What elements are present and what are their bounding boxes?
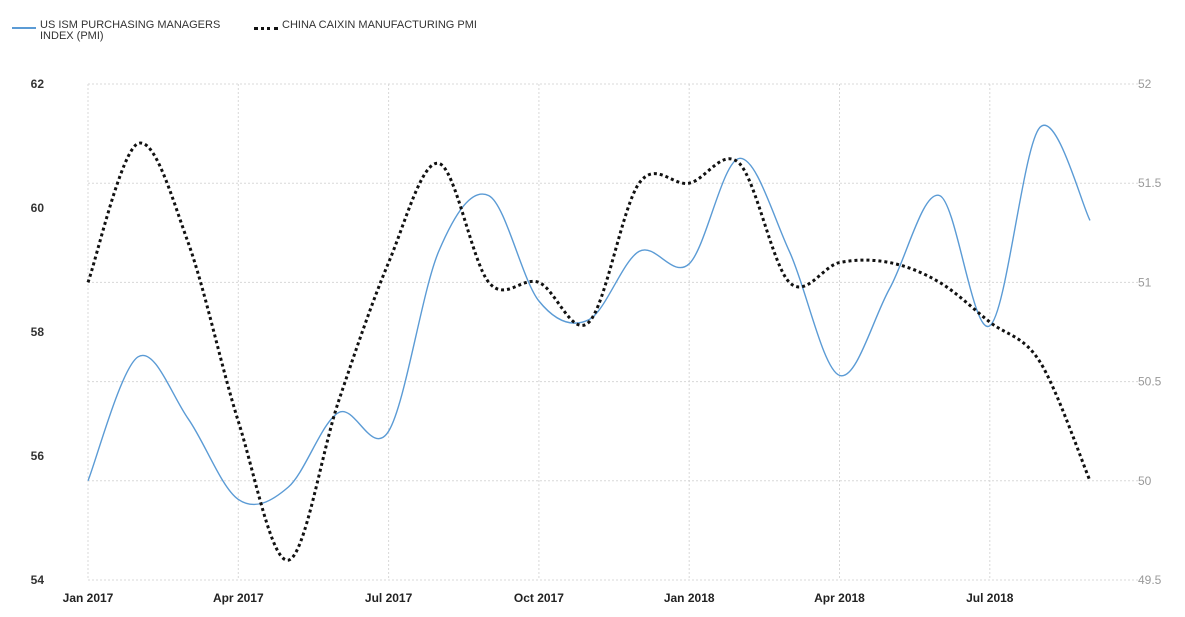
data-point-us-ism bbox=[837, 373, 842, 378]
data-point-china-caixin bbox=[887, 260, 892, 265]
legend-item-us-ism[interactable]: US ISM PURCHASING MANAGERS INDEX (PMI) bbox=[12, 20, 236, 42]
legend-swatch-china-caixin bbox=[254, 27, 278, 30]
data-point-us-ism bbox=[236, 497, 241, 502]
data-point-us-ism bbox=[436, 249, 441, 254]
data-point-china-caixin bbox=[637, 181, 642, 186]
legend-item-china-caixin[interactable]: CHINA CAIXIN MANUFACTURING PMI bbox=[254, 20, 478, 42]
chart-legend: US ISM PURCHASING MANAGERS INDEX (PMI) C… bbox=[12, 20, 478, 42]
data-point-china-caixin bbox=[1037, 359, 1042, 364]
data-point-china-caixin bbox=[837, 260, 842, 265]
data-point-us-ism bbox=[286, 485, 291, 490]
data-point-us-ism bbox=[1088, 218, 1093, 223]
y-right-tick-label: 51.5 bbox=[1138, 176, 1162, 190]
data-point-china-caixin bbox=[687, 181, 692, 186]
y-left-tick-label: 54 bbox=[31, 573, 45, 587]
data-point-china-caixin bbox=[436, 161, 441, 166]
data-point-us-ism bbox=[486, 193, 491, 198]
data-point-china-caixin bbox=[86, 280, 91, 285]
y-right-tick-label: 52 bbox=[1138, 77, 1152, 91]
data-point-us-ism bbox=[887, 286, 892, 291]
data-point-china-caixin bbox=[486, 280, 491, 285]
data-point-china-caixin bbox=[737, 161, 742, 166]
data-point-us-ism bbox=[86, 478, 91, 483]
legend-label-us-ism: US ISM PURCHASING MANAGERS INDEX (PMI) bbox=[40, 19, 221, 42]
data-point-us-ism bbox=[336, 410, 341, 415]
series-line-us-ism bbox=[87, 124, 1091, 505]
data-point-china-caixin bbox=[286, 558, 291, 563]
y-right-tick-label: 49.5 bbox=[1138, 573, 1162, 587]
data-point-us-ism bbox=[186, 416, 191, 421]
data-point-us-ism bbox=[787, 249, 792, 254]
data-point-china-caixin bbox=[536, 280, 541, 285]
data-point-china-caixin bbox=[236, 419, 241, 424]
legend-label-china-caixin: CHINA CAIXIN MANUFACTURING PMI bbox=[282, 19, 477, 31]
data-point-china-caixin bbox=[787, 280, 792, 285]
x-tick-label: Jan 2017 bbox=[63, 591, 114, 605]
data-point-us-ism bbox=[1037, 125, 1042, 130]
data-point-china-caixin bbox=[136, 141, 141, 146]
data-point-china-caixin bbox=[386, 260, 391, 265]
y-right-tick-label: 51 bbox=[1138, 275, 1152, 289]
y-left-tick-label: 56 bbox=[31, 449, 45, 463]
y-right-tick-label: 50.5 bbox=[1138, 375, 1162, 389]
data-point-china-caixin bbox=[186, 240, 191, 245]
x-tick-label: Oct 2017 bbox=[514, 591, 564, 605]
y-right-tick-label: 50 bbox=[1138, 474, 1152, 488]
y-left-tick-label: 58 bbox=[31, 325, 45, 339]
data-point-china-caixin bbox=[937, 280, 942, 285]
y-left-tick-label: 60 bbox=[31, 201, 45, 215]
data-point-china-caixin bbox=[1088, 478, 1093, 483]
x-tick-label: Jul 2017 bbox=[365, 591, 413, 605]
data-point-china-caixin bbox=[987, 320, 992, 325]
x-tick-label: Jul 2018 bbox=[966, 591, 1014, 605]
data-point-us-ism bbox=[737, 156, 742, 161]
data-point-us-ism bbox=[136, 354, 141, 359]
x-tick-label: Apr 2018 bbox=[814, 591, 865, 605]
data-point-china-caixin bbox=[336, 399, 341, 404]
x-tick-label: Apr 2017 bbox=[213, 591, 264, 605]
data-point-china-caixin bbox=[587, 320, 592, 325]
data-point-us-ism bbox=[386, 429, 391, 434]
legend-swatch-us-ism bbox=[12, 27, 36, 29]
data-point-us-ism bbox=[937, 193, 942, 198]
x-tick-label: Jan 2018 bbox=[664, 591, 715, 605]
data-point-us-ism bbox=[687, 261, 692, 266]
data-point-us-ism bbox=[637, 249, 642, 254]
y-left-tick-label: 62 bbox=[31, 77, 45, 91]
data-point-us-ism bbox=[536, 299, 541, 304]
